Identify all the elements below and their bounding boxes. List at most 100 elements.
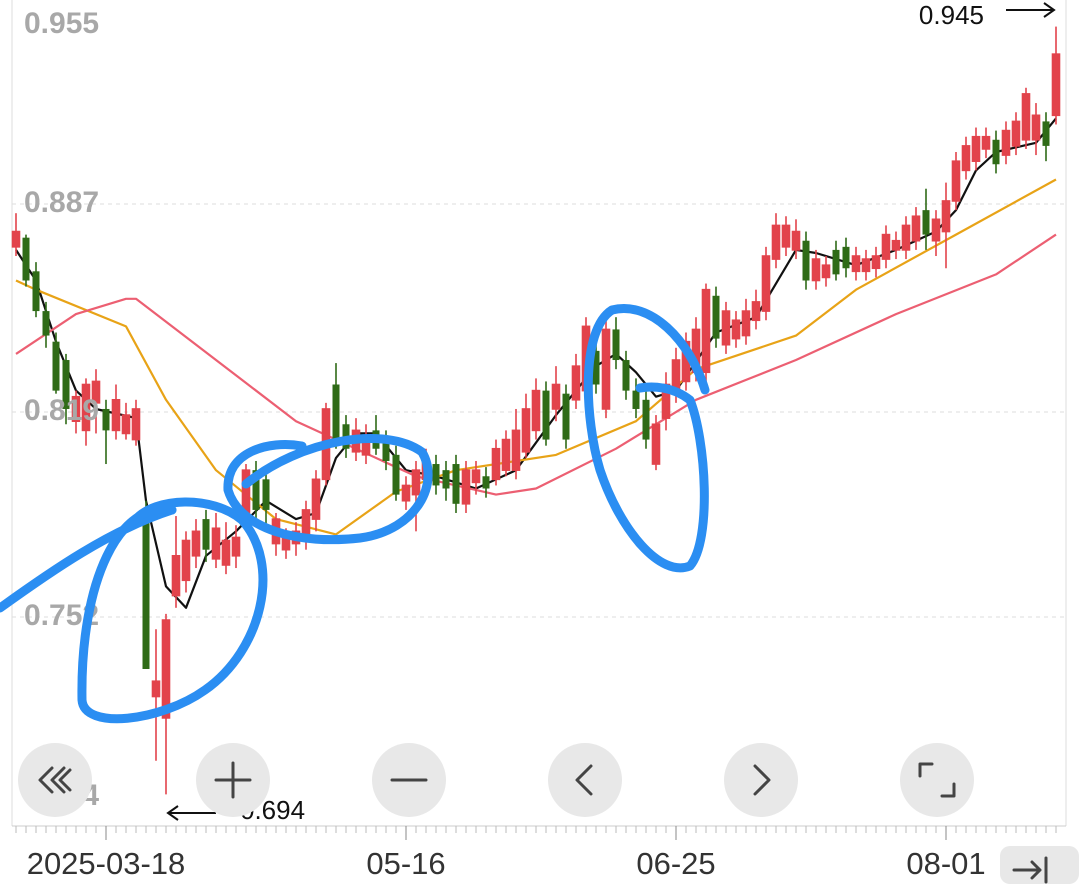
candle-body bbox=[111, 398, 121, 432]
high-arrow bbox=[1006, 2, 1056, 18]
candle-body bbox=[191, 530, 201, 557]
y-tick-label: 0.819 bbox=[24, 394, 99, 427]
candle-body bbox=[751, 301, 761, 322]
candle-body bbox=[551, 383, 561, 410]
candle-body bbox=[931, 218, 941, 242]
candle-body bbox=[632, 390, 640, 409]
candle-body bbox=[102, 408, 110, 431]
high-annotation: 0.945 bbox=[919, 0, 1056, 30]
candle-body bbox=[461, 469, 471, 505]
candle-body bbox=[542, 390, 550, 440]
candle-body bbox=[221, 539, 231, 566]
x-tick-label: 2025-03-18 bbox=[27, 846, 186, 881]
candle-body bbox=[1051, 53, 1061, 117]
candle-body bbox=[202, 519, 210, 550]
y-tick-label: 0.955 bbox=[24, 7, 99, 40]
candle-body bbox=[411, 469, 421, 496]
candle-body bbox=[52, 341, 60, 391]
candle-body bbox=[642, 399, 650, 440]
candle-body bbox=[151, 680, 161, 698]
zoom-out-button[interactable] bbox=[372, 743, 446, 817]
candle-body bbox=[971, 135, 981, 162]
candle-body bbox=[262, 479, 270, 510]
candle-body bbox=[131, 408, 141, 441]
low-arrow bbox=[166, 805, 216, 821]
candle-body bbox=[482, 476, 490, 489]
ma-line bbox=[15, 117, 1057, 609]
fullscreen-button[interactable] bbox=[900, 743, 974, 817]
candle-body bbox=[712, 295, 720, 339]
ma-lines bbox=[15, 117, 1057, 609]
ma-line bbox=[15, 178, 1057, 536]
candle-body bbox=[491, 447, 501, 481]
x-tick-label: 08-01 bbox=[906, 846, 985, 881]
candle-body bbox=[731, 319, 741, 340]
candle-body bbox=[142, 509, 150, 669]
candle-body bbox=[881, 233, 891, 260]
candle-body bbox=[861, 258, 871, 273]
hand-drawn-marks bbox=[0, 304, 710, 724]
candle-body bbox=[392, 454, 400, 495]
candle-body bbox=[382, 439, 390, 461]
x-tick-label: 05-16 bbox=[366, 846, 445, 881]
zoom-in-button[interactable] bbox=[196, 743, 270, 817]
candle-body bbox=[181, 539, 191, 582]
candle-body bbox=[501, 438, 511, 471]
candle-body bbox=[721, 310, 731, 346]
candle-body bbox=[781, 224, 791, 248]
candle-body bbox=[802, 240, 810, 281]
candle-body bbox=[1031, 114, 1041, 141]
candle-body bbox=[571, 365, 581, 401]
candle-body bbox=[901, 224, 911, 251]
next-button[interactable] bbox=[724, 743, 798, 817]
pen-stroke bbox=[0, 505, 177, 613]
candle-body bbox=[42, 311, 50, 336]
candle-body bbox=[521, 408, 531, 453]
candle-body bbox=[562, 393, 570, 440]
candle-body bbox=[601, 328, 611, 410]
candle-body bbox=[791, 230, 801, 251]
pen-loop bbox=[583, 304, 710, 573]
candle-body bbox=[81, 383, 91, 432]
candle-body bbox=[332, 384, 340, 440]
plot-frame bbox=[11, 0, 1067, 827]
candle-body bbox=[71, 395, 81, 423]
candle-body bbox=[231, 536, 241, 557]
high-label: 0.945 bbox=[919, 0, 984, 30]
scroll-start-button[interactable] bbox=[18, 743, 92, 817]
candle-body bbox=[851, 255, 861, 273]
candle-body bbox=[471, 469, 481, 484]
previous-button[interactable] bbox=[548, 743, 622, 817]
y-tick-label: 0.887 bbox=[24, 186, 99, 219]
candle-body bbox=[171, 555, 181, 597]
candle-body bbox=[1042, 121, 1050, 146]
pen-loop bbox=[223, 434, 433, 545]
candle-body bbox=[11, 230, 21, 248]
candle-body bbox=[891, 239, 901, 251]
candle-body bbox=[432, 464, 440, 486]
candle-body bbox=[911, 215, 921, 242]
candle-body bbox=[961, 145, 971, 172]
candle-body bbox=[252, 470, 260, 510]
candle-body bbox=[1001, 129, 1011, 156]
candle-body bbox=[941, 200, 951, 233]
candle-body bbox=[761, 255, 771, 312]
candle-body bbox=[612, 329, 620, 361]
candle-body bbox=[442, 470, 450, 489]
candle-body bbox=[32, 271, 40, 312]
candle-body bbox=[531, 389, 541, 432]
candle-body bbox=[62, 360, 70, 409]
pen-loop bbox=[77, 497, 268, 724]
candle-body bbox=[91, 380, 101, 404]
candle-body bbox=[811, 258, 821, 282]
scroll-end-button[interactable] bbox=[1000, 846, 1079, 884]
candle-body bbox=[842, 246, 850, 269]
candle-body bbox=[821, 264, 831, 279]
x-tick-label: 06-25 bbox=[636, 846, 715, 881]
toolbar bbox=[18, 743, 1079, 884]
candle-body bbox=[622, 360, 630, 391]
candles bbox=[11, 26, 1061, 795]
candle-body bbox=[592, 350, 600, 385]
